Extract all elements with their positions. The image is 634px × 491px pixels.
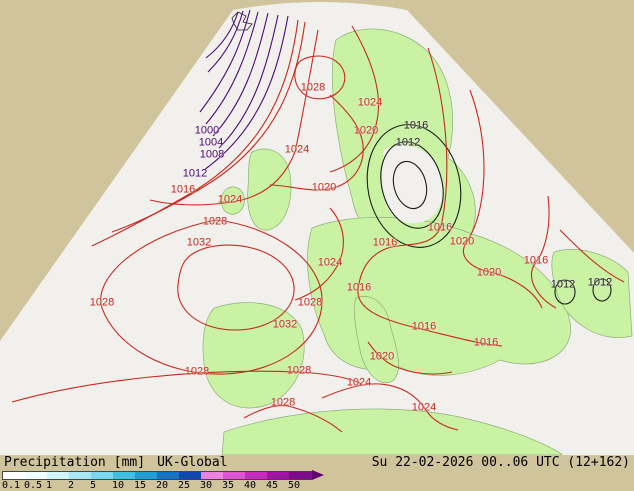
color-scale-tick-label: 35 — [222, 480, 235, 491]
color-scale-arrow — [312, 470, 324, 480]
color-scale-tick-label: 20 — [156, 480, 169, 491]
color-scale-tick-label: 25 — [178, 480, 191, 491]
color-scale-segment — [157, 472, 179, 479]
color-scale-segment — [179, 472, 201, 479]
color-scale-tick-label: 0.1 — [2, 480, 21, 491]
color-scale-tick-label: 5 — [90, 480, 97, 491]
color-scale-tick-label: 1 — [46, 480, 53, 491]
model-label: UK-Global — [157, 455, 228, 470]
color-scale-tick-label: 10 — [112, 480, 125, 491]
color-scale-segment — [3, 472, 25, 479]
color-scale-segment — [267, 472, 289, 479]
color-scale-segment — [47, 472, 69, 479]
datetime-label: Su 22-02-2026 00..06 UTC (12+162) — [371, 455, 630, 470]
color-scale-ticks: 0.1 0.5 1 2 5 10 15 20 25 30 35 40 45 50 — [2, 481, 310, 491]
color-scale-segment — [91, 472, 113, 479]
color-scale-tick-label: 15 — [134, 480, 147, 491]
black-isobars — [366, 124, 612, 305]
color-scale-tick-label: 50 — [288, 480, 301, 491]
color-scale-tick-label: 0.5 — [24, 480, 43, 491]
color-scale-segment — [135, 472, 157, 479]
color-scale-segment — [69, 472, 91, 479]
color-scale-segment — [201, 472, 223, 479]
color-scale-tick-label: 40 — [244, 480, 257, 491]
color-scale-tick-label: 30 — [200, 480, 213, 491]
color-scale-segment — [289, 472, 311, 479]
color-scale-segment — [245, 472, 267, 479]
precipitation-areas — [202, 28, 633, 455]
color-scale-tick-label: 45 — [266, 480, 279, 491]
purple-isobars — [199, 9, 289, 171]
red-isobars — [11, 19, 625, 433]
coastline — [231, 11, 253, 31]
map-area: 1000 1004 1008 1012 1016 1012 1012 1012 1028 1024… — [0, 0, 634, 455]
footer-text-row: Precipitation [mm] UK-Global Su 22-02-20… — [4, 455, 630, 470]
color-scale-segment — [25, 472, 47, 479]
color-scale-segment — [223, 472, 245, 479]
product-label: Precipitation — [4, 455, 106, 470]
weather-map-svg — [0, 0, 634, 455]
footer: Precipitation [mm] UK-Global Su 22-02-20… — [0, 455, 634, 491]
color-scale-segment — [113, 472, 135, 479]
unit-label: [mm] — [113, 455, 146, 470]
color-scale-bar — [2, 471, 312, 480]
color-scale-tick-label: 2 — [68, 480, 75, 491]
